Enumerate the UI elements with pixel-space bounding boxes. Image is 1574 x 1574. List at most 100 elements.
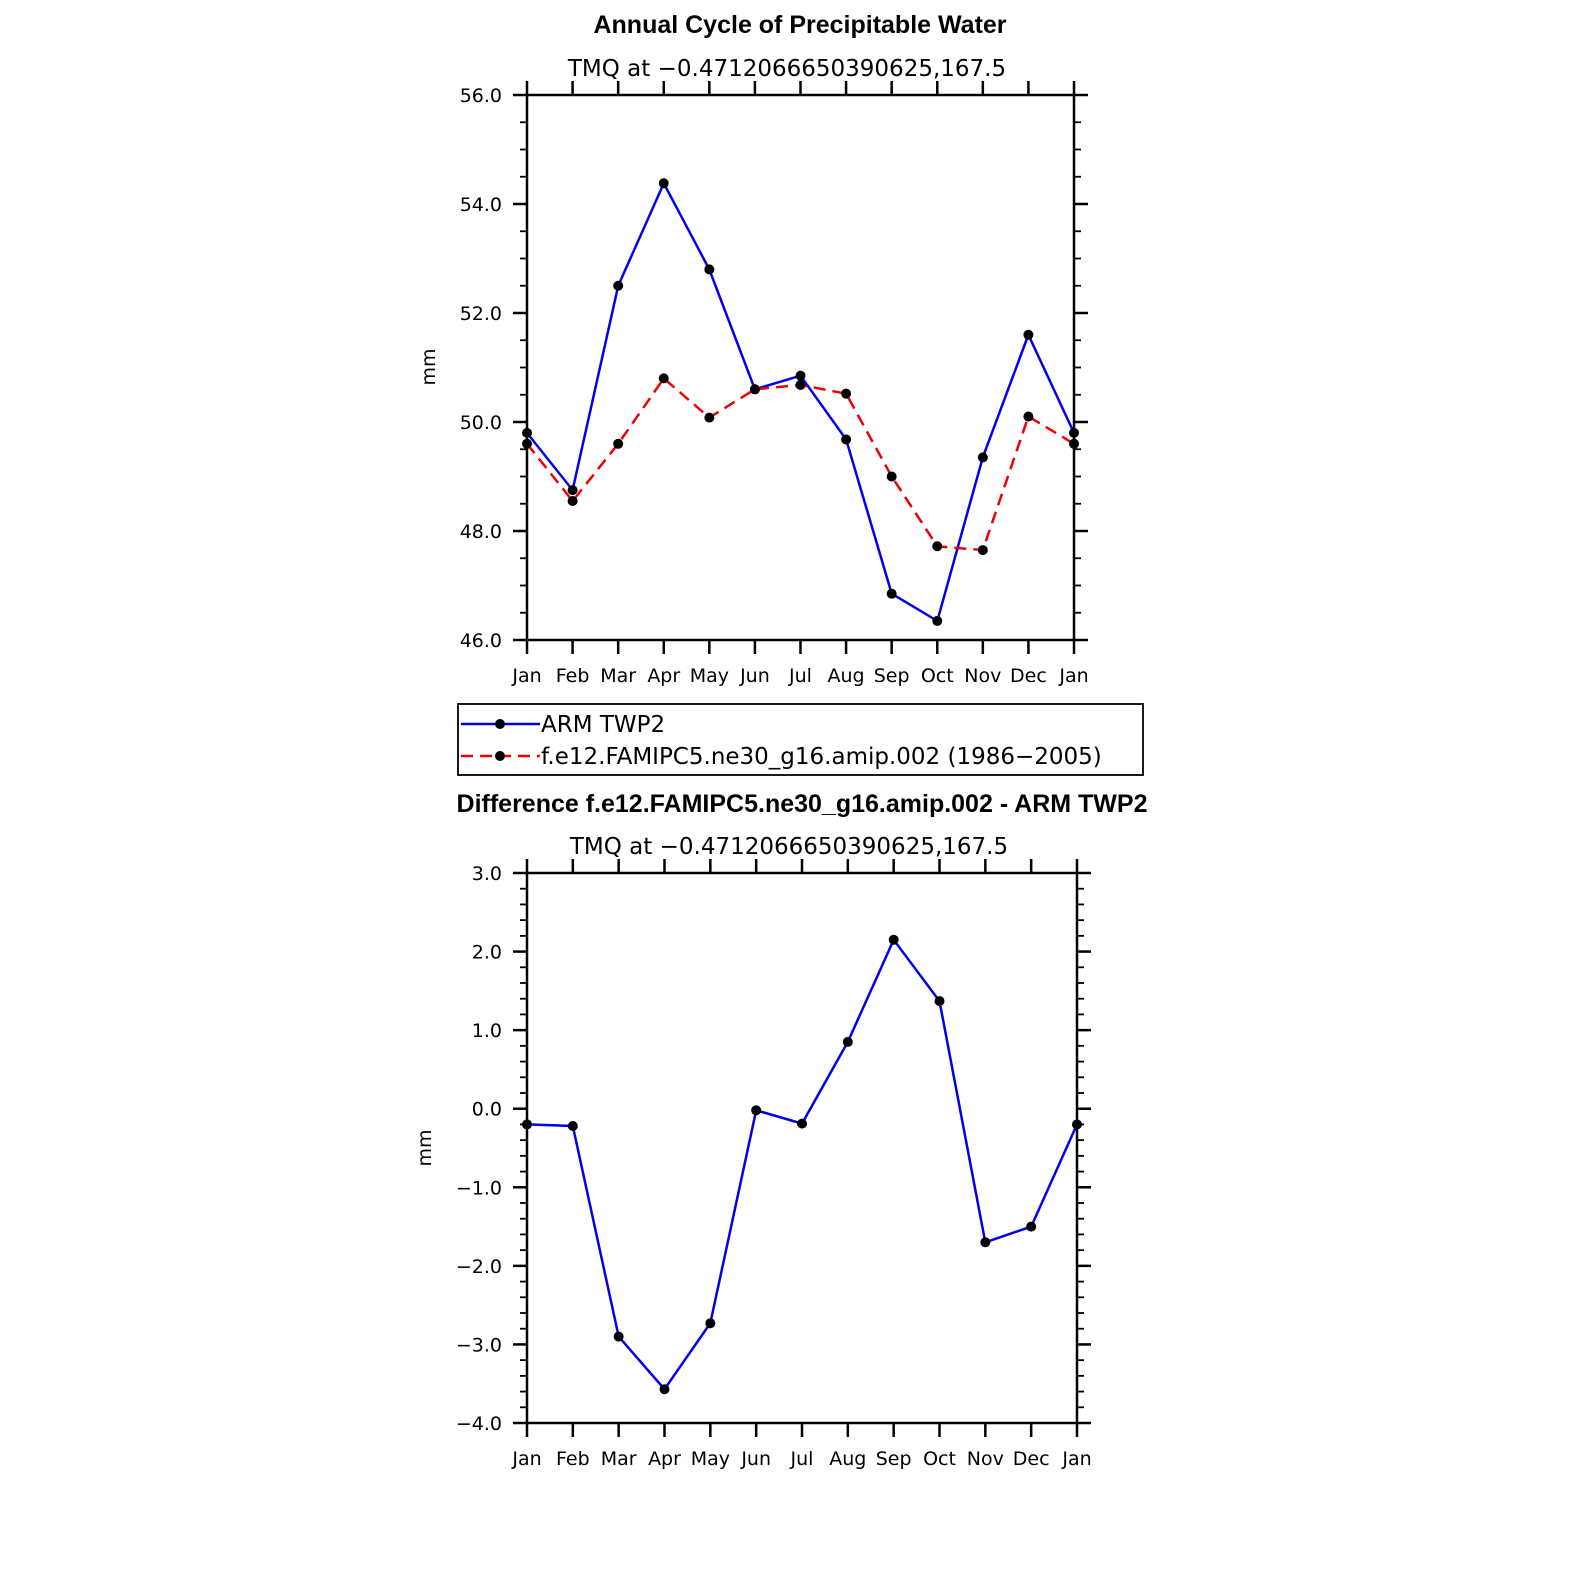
x-tick-label: Sep — [876, 1448, 912, 1470]
chart-title: Annual Cycle of Precipitable Water — [593, 11, 1006, 39]
y-tick-label: −3.0 — [456, 1334, 502, 1356]
data-point-series-0 — [613, 1331, 624, 1342]
legend-label-model: f.e12.FAMIPC5.ne30_g16.amip.002 (1986−20… — [541, 744, 1102, 770]
data-point-series-0 — [977, 452, 988, 463]
x-tick-label: Apr — [648, 1448, 681, 1470]
x-tick-label: Feb — [556, 1448, 590, 1470]
data-point-series-1 — [567, 496, 578, 507]
y-tick-label: 3.0 — [472, 863, 502, 885]
x-tick-label: Aug — [828, 665, 865, 687]
chart-subtitle: TMQ at −0.4712066650390625,167.5 — [567, 56, 1006, 82]
y-tick-label: 0.0 — [472, 1099, 502, 1121]
x-tick-label: Nov — [964, 665, 1001, 687]
legend-label-arm-twp2: ARM TWP2 — [541, 712, 665, 738]
data-point-series-0 — [841, 434, 852, 445]
y-tick-label: 1.0 — [472, 1020, 502, 1042]
plot-frame — [525, 871, 1079, 1425]
x-tick-label: Jan — [1061, 1448, 1091, 1470]
data-point-series-0 — [704, 264, 715, 275]
x-tick-label: Dec — [1013, 1448, 1050, 1470]
x-tick-label: Nov — [967, 1448, 1004, 1470]
data-point-series-1 — [1023, 411, 1034, 422]
plot-frame — [525, 93, 1076, 642]
y-tick-label: 52.0 — [460, 303, 502, 325]
x-tick-label: Jun — [739, 665, 770, 687]
data-point-series-1 — [932, 541, 943, 552]
y-axis-label: mm — [418, 348, 440, 385]
data-point-series-0 — [1072, 1119, 1082, 1130]
y-tick-label: 56.0 — [460, 85, 502, 107]
x-tick-label: Jan — [511, 665, 541, 687]
data-point-series-1 — [795, 379, 806, 390]
plot-area: 46.0 48.0 50.0 52.0 54.0 56.0 Jan Feb Mar Apr May J… — [460, 81, 1089, 687]
data-point-series-0 — [567, 485, 578, 496]
y-tick-label: −2.0 — [456, 1256, 502, 1278]
data-point-series-0 — [842, 1036, 853, 1047]
chart-title: Difference f.e12.FAMIPC5.ne30_g16.amip.0… — [457, 790, 1148, 818]
legend-marker-model — [495, 751, 505, 761]
y-axis-label: mm — [414, 1129, 436, 1166]
data-point-series-0 — [1069, 427, 1079, 438]
x-tick-label: Dec — [1010, 665, 1047, 687]
y-tick-label: −4.0 — [456, 1413, 502, 1435]
y-tick-label: −1.0 — [456, 1177, 502, 1199]
y-tick-label: 48.0 — [460, 521, 502, 543]
x-tick-label: Jan — [1058, 665, 1088, 687]
data-point-series-0 — [522, 427, 532, 438]
data-point-series-1 — [704, 412, 715, 423]
y-tick-label: 50.0 — [460, 412, 502, 434]
x-tick-label: Mar — [600, 665, 636, 687]
x-tick-label: Aug — [829, 1448, 866, 1470]
series-line-0 — [526, 937, 1079, 1392]
data-point-series-0 — [522, 1119, 532, 1130]
chart-subtitle: TMQ at −0.4712066650390625,167.5 — [569, 834, 1008, 860]
legend-box — [457, 703, 1144, 776]
y-tick-label: 54.0 — [460, 194, 502, 216]
data-point-series-0 — [795, 370, 806, 381]
data-point-series-0 — [888, 934, 899, 945]
plot-area: −4.0 −3.0 −2.0 −1.0 0.0 1.0 2.0 3.0 Jan Feb Mar Apr… — [456, 859, 1092, 1470]
y-tick-label: 46.0 — [460, 630, 502, 652]
data-point-series-1 — [749, 384, 760, 395]
data-point-series-0 — [934, 996, 945, 1007]
data-point-series-1 — [977, 545, 988, 556]
data-point-series-0 — [659, 1384, 670, 1395]
data-point-series-0 — [1026, 1221, 1037, 1232]
x-tick-label: May — [690, 665, 729, 687]
data-point-series-0 — [751, 1105, 762, 1116]
legend-entry-model: f.e12.FAMIPC5.ne30_g16.amip.002 (1986−20… — [461, 744, 1102, 770]
data-point-series-0 — [932, 615, 943, 626]
data-point-series-0 — [613, 280, 624, 291]
x-tick-label: May — [691, 1448, 730, 1470]
x-tick-label: Oct — [921, 665, 954, 687]
annual-cycle-chart: Annual Cycle of Precipitable Water TMQ a… — [418, 11, 1089, 687]
data-point-series-1 — [522, 438, 532, 449]
data-point-series-1 — [658, 373, 669, 384]
data-point-series-0 — [1023, 329, 1034, 340]
x-tick-label: Jul — [790, 1448, 814, 1470]
x-tick-label: Apr — [647, 665, 680, 687]
data-point-series-1 — [613, 438, 624, 449]
x-tick-label: Sep — [874, 665, 910, 687]
x-tick-label: Feb — [556, 665, 590, 687]
data-point-series-0 — [705, 1318, 716, 1329]
x-tick-label: Jul — [788, 665, 812, 687]
x-tick-label: Oct — [923, 1448, 956, 1470]
x-tick-label: Jun — [740, 1448, 771, 1470]
x-tick-label: Mar — [601, 1448, 637, 1470]
data-point-series-1 — [841, 388, 852, 399]
data-point-series-1 — [886, 471, 897, 482]
data-point-series-0 — [980, 1237, 991, 1248]
data-point-series-1 — [1069, 438, 1079, 449]
x-tick-label: Jan — [511, 1448, 541, 1470]
legend-marker-arm-twp2 — [495, 719, 505, 729]
data-point-series-0 — [658, 178, 669, 189]
data-point-series-0 — [567, 1121, 578, 1131]
legend-entry-arm-twp2: ARM TWP2 — [461, 712, 665, 738]
legend: ARM TWP2 f.e12.FAMIPC5.ne30_g16.amip.002… — [457, 703, 1144, 776]
y-tick-label: 2.0 — [472, 942, 502, 964]
series-line-1 — [526, 376, 1075, 552]
data-point-series-0 — [797, 1118, 807, 1129]
data-point-series-0 — [886, 588, 897, 599]
